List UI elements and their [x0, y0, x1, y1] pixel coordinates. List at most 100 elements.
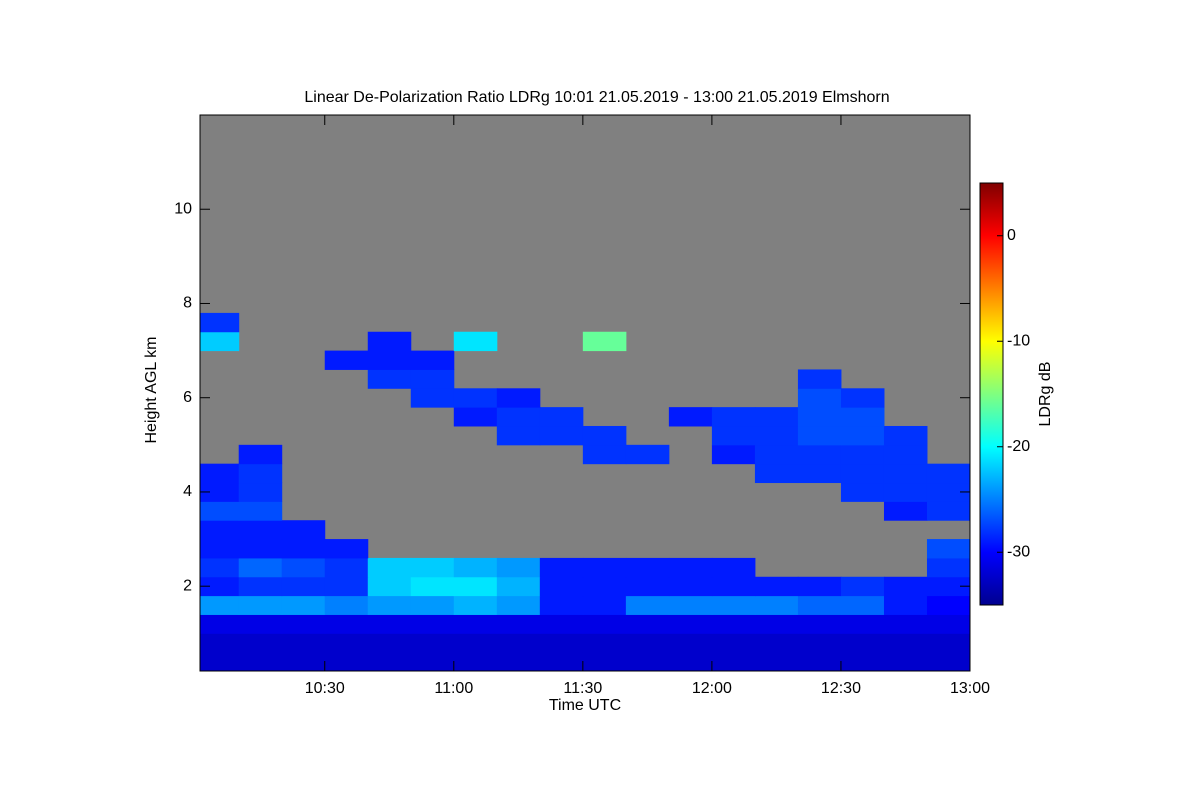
heatmap-cell: [238, 595, 283, 615]
heatmap-cell: [926, 539, 971, 559]
heatmap-cell: [367, 331, 412, 352]
heatmap-cell: [668, 633, 713, 653]
heatmap-cell: [883, 482, 928, 502]
heatmap-cell: [711, 576, 756, 597]
heatmap-cell: [883, 652, 928, 672]
heatmap-cell: [582, 614, 627, 634]
heatmap-cell: [926, 576, 971, 597]
heatmap-cell: [200, 652, 240, 672]
heatmap-cell: [200, 557, 240, 578]
heatmap-cell: [281, 652, 326, 672]
heatmap-cell: [754, 463, 799, 484]
heatmap-cell: [324, 557, 369, 578]
heatmap-cell: [410, 350, 455, 370]
heatmap-cell: [367, 595, 412, 615]
heatmap-cell: [539, 425, 584, 446]
heatmap-cell: [281, 595, 326, 615]
heatmap-cell: [453, 614, 498, 634]
heatmap-cell: [367, 614, 412, 634]
heatmap-cell: [668, 576, 713, 597]
heatmap-cell: [711, 595, 756, 615]
heatmap-cell: [453, 331, 498, 352]
heatmap-cell: [496, 633, 541, 653]
heatmap-cell: [926, 482, 971, 502]
heatmap-cell: [324, 652, 369, 672]
heatmap-cell: [797, 652, 842, 672]
heatmap-cell: [200, 633, 240, 653]
colorbar-tick-label: -20: [1007, 438, 1030, 455]
heatmap-cell: [496, 614, 541, 634]
heatmap-cell: [754, 652, 799, 672]
heatmap-cell: [668, 614, 713, 634]
x-tick-label: 11:30: [563, 680, 602, 697]
heatmap-cell: [453, 633, 498, 653]
heatmap-cell: [200, 614, 240, 634]
heatmap-cell: [200, 331, 240, 352]
heatmap-cell: [797, 595, 842, 615]
heatmap-cell: [797, 407, 842, 427]
heatmap-cell: [200, 312, 240, 333]
heatmap-cell: [840, 576, 885, 597]
heatmap-cell: [840, 595, 885, 615]
y-tick-label: 4: [183, 483, 192, 500]
heatmap-cell: [200, 520, 240, 540]
heatmap-cell: [711, 614, 756, 634]
heatmap-cell: [668, 652, 713, 672]
y-axis-label: Height AGL km: [143, 336, 160, 443]
heatmap-cell: [496, 576, 541, 597]
heatmap-cell: [410, 557, 455, 578]
chart-title: Linear De-Polarization Ratio LDRg 10:01 …: [304, 89, 889, 106]
heatmap-cell: [496, 425, 541, 446]
heatmap-cell: [200, 463, 240, 484]
heatmap-cell: [324, 633, 369, 653]
heatmap-cell: [200, 482, 240, 502]
heatmap-cell: [324, 614, 369, 634]
heatmap-cell: [367, 350, 412, 370]
heatmap-cell: [539, 557, 584, 578]
heatmap-cell: [883, 595, 928, 615]
heatmap-cell: [754, 576, 799, 597]
heatmap-cell: [926, 501, 971, 521]
heatmap-cell: [281, 520, 326, 540]
heatmap-cell: [668, 595, 713, 615]
heatmap-cell: [496, 652, 541, 672]
heatmap-cell: [410, 388, 455, 408]
heatmap-cell: [711, 407, 756, 427]
x-tick-label: 12:30: [821, 680, 861, 697]
heatmap-cell: [410, 633, 455, 653]
heatmap-cell: [883, 614, 928, 634]
heatmap-cell: [840, 633, 885, 653]
heatmap-cell: [539, 633, 584, 653]
heatmap-cell: [238, 444, 283, 465]
heatmap-cell: [754, 407, 799, 427]
heatmap-cell: [840, 425, 885, 446]
heatmap-cell: [840, 652, 885, 672]
heatmap-cell: [582, 425, 627, 446]
heatmap-cell: [539, 652, 584, 672]
heatmap-cell: [238, 520, 283, 540]
x-tick-label: 13:00: [950, 680, 990, 697]
heatmap-cell: [200, 501, 240, 521]
heatmap-cell: [539, 576, 584, 597]
heatmap-cell: [926, 652, 971, 672]
heatmap-cell: [883, 425, 928, 446]
heatmap-cell: [625, 576, 670, 597]
x-tick-label: 12:00: [692, 680, 732, 697]
heatmap-cell: [926, 463, 971, 484]
heatmap-cell: [711, 633, 756, 653]
x-axis-label: Time UTC: [549, 697, 621, 714]
heatmap-cell: [200, 595, 240, 615]
heatmap-cell: [539, 407, 584, 427]
heatmap-cell: [453, 576, 498, 597]
heatmap-cell: [496, 595, 541, 615]
heatmap-cell: [883, 576, 928, 597]
colorbar-label: LDRg dB: [1037, 362, 1054, 427]
plot-frame: [199, 114, 971, 672]
heatmap-cell: [238, 557, 283, 578]
heatmap-cell: [926, 614, 971, 634]
heatmap-cell: [797, 425, 842, 446]
heatmap-cell: [625, 444, 670, 465]
colorbar: [979, 182, 1004, 606]
y-tick-label: 10: [174, 200, 192, 217]
